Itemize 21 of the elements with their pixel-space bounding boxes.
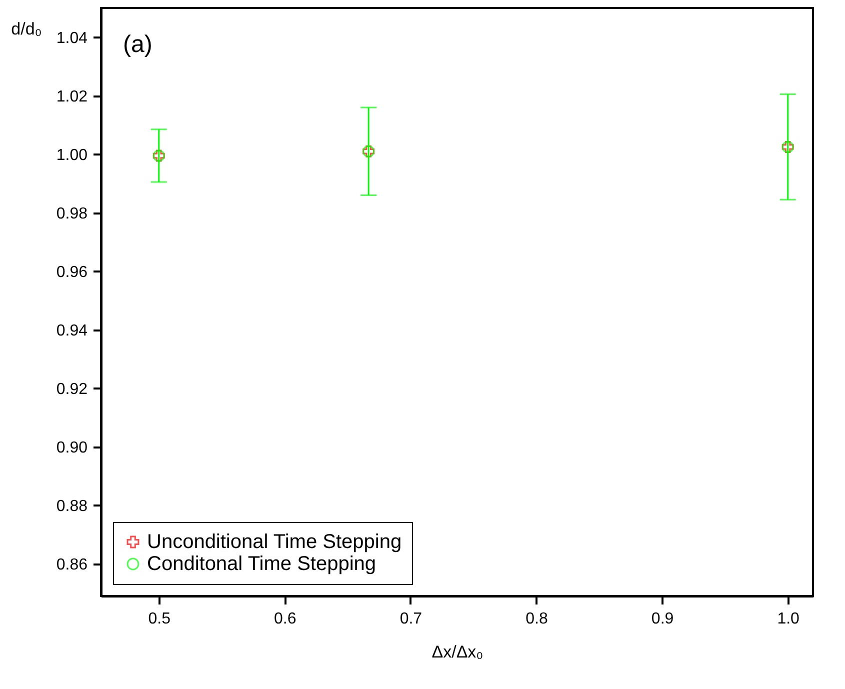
x-tick-label: 0.9 [651, 610, 674, 628]
x-axis-title: Δx/Δx₀ [432, 642, 484, 662]
annotation: (a) [123, 31, 152, 58]
legend-label: Conditonal Time Stepping [147, 553, 376, 575]
y-tick-label: 0.88 [56, 498, 88, 515]
y-tick-label: 1.04 [56, 30, 88, 47]
y-tick-label: 0.96 [56, 264, 88, 281]
y-tick-label: 0.98 [56, 205, 88, 222]
x-tick-label: 0.5 [148, 610, 171, 628]
y-tick-label: 0.90 [56, 439, 88, 456]
y-tick-label: 0.86 [56, 556, 88, 574]
y-tick-label: 1.00 [56, 146, 88, 164]
legend-label: Unconditional Time Stepping [147, 531, 402, 553]
y-tick-label: 0.92 [56, 380, 88, 398]
x-tick-label: 0.6 [274, 610, 296, 628]
y-tick-label: 1.02 [56, 88, 88, 106]
x-tick-label: 1.0 [777, 610, 800, 628]
x-tick-label: 0.8 [526, 610, 548, 628]
y-tick-label: 0.94 [56, 322, 88, 340]
y-axis-title: d/d₀ [11, 20, 42, 38]
x-tick-label: 0.7 [400, 610, 422, 628]
